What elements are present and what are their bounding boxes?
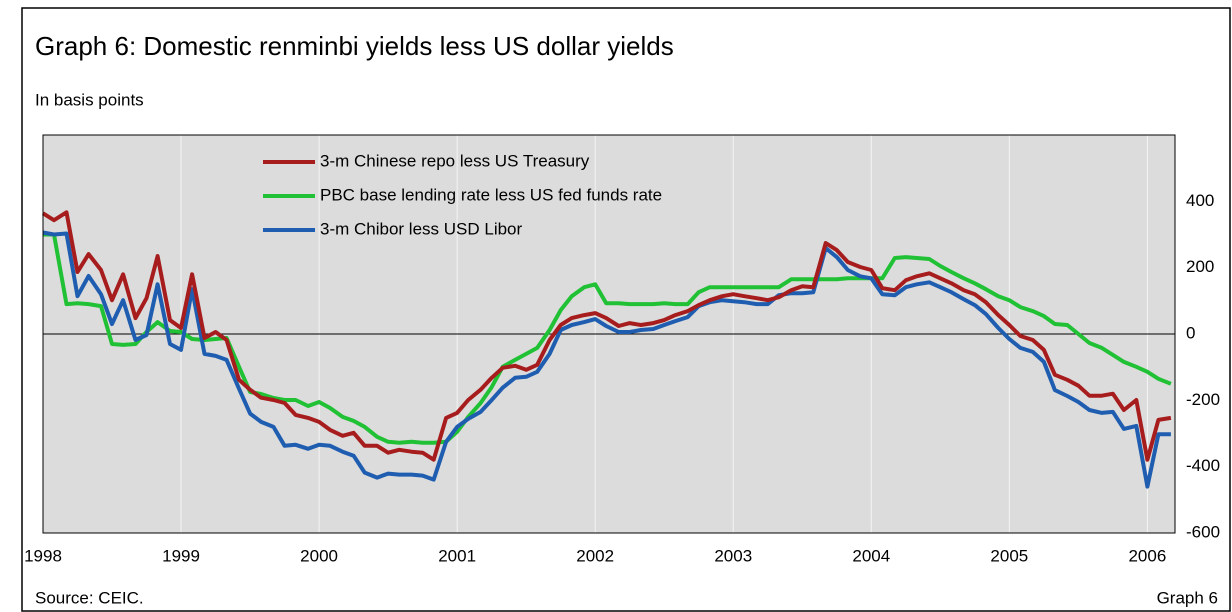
- footer-label: Graph 6: [1157, 588, 1218, 607]
- x-tick-label: 1998: [24, 546, 62, 565]
- y-tick-label: 200: [1186, 257, 1214, 276]
- x-tick-label: 2003: [714, 546, 752, 565]
- series-line: [41, 210, 1172, 462]
- x-tick-label: 2000: [300, 546, 338, 565]
- x-tick-label: 2004: [852, 546, 890, 565]
- legend-label: 3-m Chibor less USD Libor: [320, 219, 523, 238]
- legend-label: PBC base lending rate less US fed funds …: [320, 185, 662, 204]
- frame: [21, 7, 1231, 612]
- y-tick-label: -400: [1186, 456, 1220, 475]
- chart-title: Graph 6: Domestic renminbi yields less U…: [35, 31, 674, 61]
- y-tick-label: -200: [1186, 390, 1220, 409]
- x-tick-label: 2006: [1128, 546, 1166, 565]
- chart-subtitle: In basis points: [35, 90, 144, 109]
- x-tick-label: 1999: [162, 546, 200, 565]
- plot-border: [42, 134, 1176, 534]
- source-note: Source: CEIC.: [35, 588, 144, 607]
- series-line: [42, 230, 1171, 489]
- y-tick-label: -600: [1186, 522, 1220, 541]
- y-tick-label: 400: [1186, 191, 1214, 210]
- legend-label: 3-m Chinese repo less US Treasury: [320, 151, 590, 170]
- x-tick-label: 2002: [576, 546, 614, 565]
- x-tick-label: 2001: [438, 546, 476, 565]
- x-tick-label: 2005: [990, 546, 1028, 565]
- y-tick-label: 0: [1186, 323, 1195, 342]
